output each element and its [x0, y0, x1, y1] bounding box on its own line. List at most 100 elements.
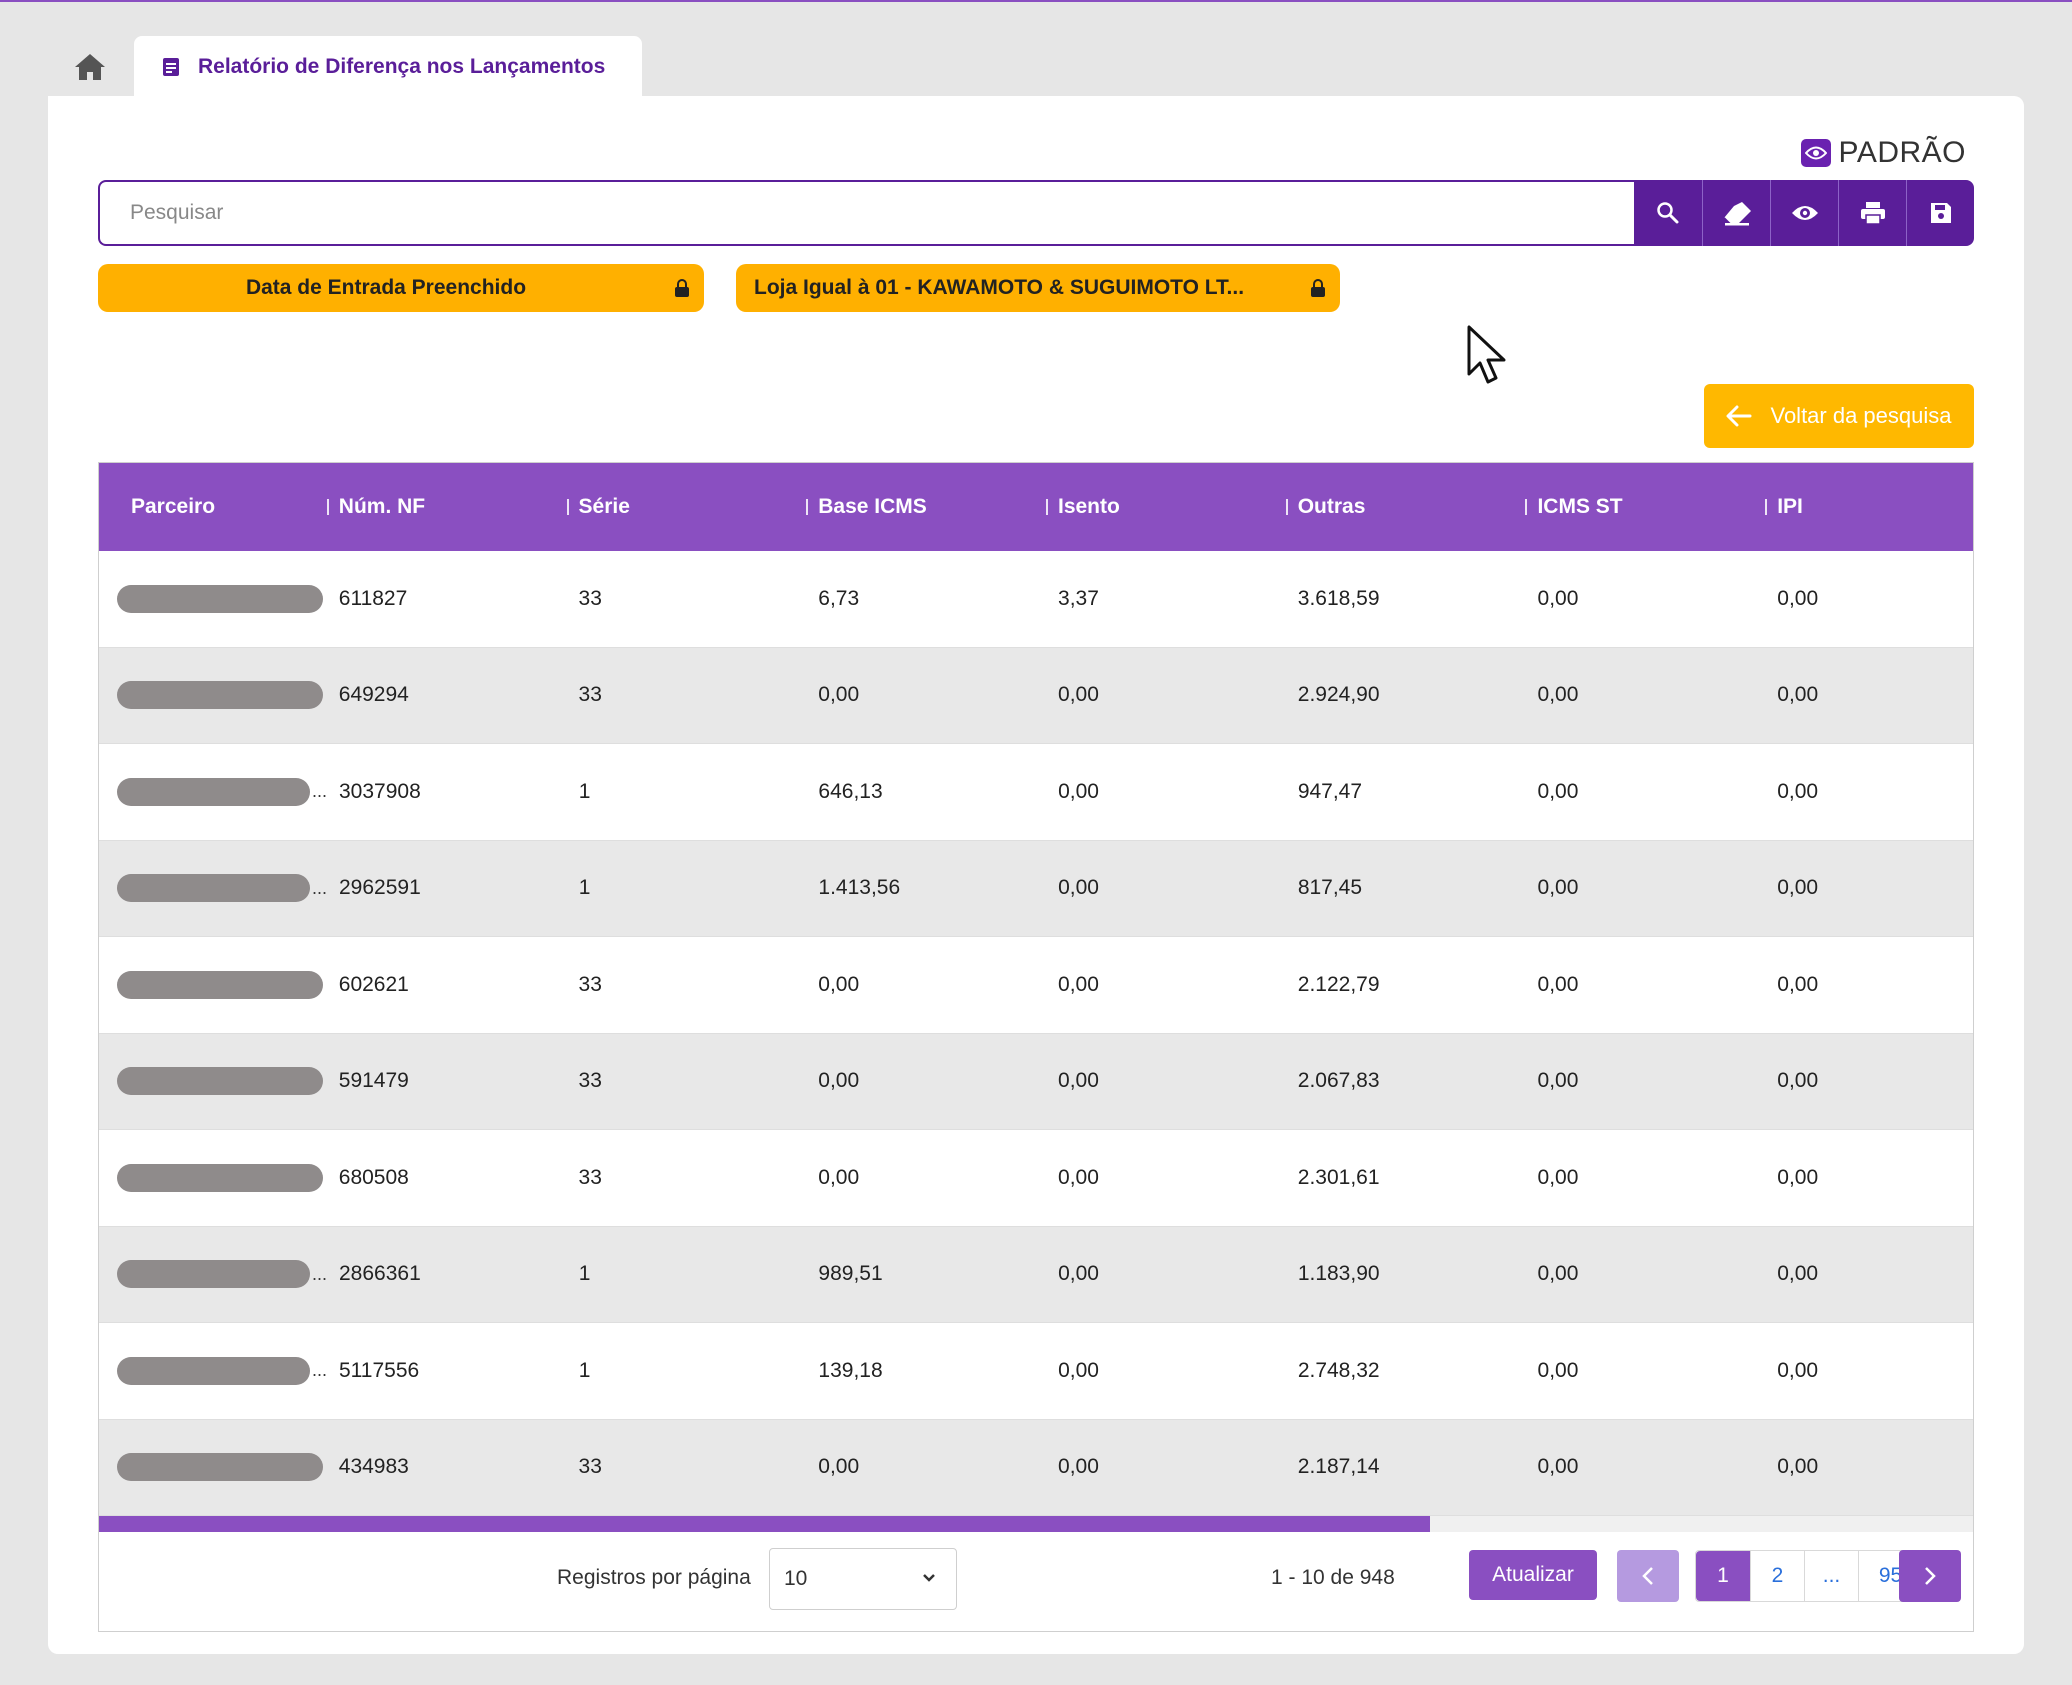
cell-base-icms: 0,00	[818, 972, 860, 996]
main-card: PADRÃO	[48, 96, 2024, 1654]
cell-outras: 817,45	[1297, 876, 1363, 900]
save-icon	[1930, 203, 1951, 223]
clear-button[interactable]	[1702, 180, 1770, 246]
cell-nf: 680508	[338, 1165, 409, 1189]
cell-serie: 1	[578, 779, 591, 803]
cell-outras: 2.122,79	[1297, 972, 1380, 996]
cell-ipi: 0,00	[1777, 1358, 1819, 1382]
redacted-partner-name	[117, 970, 323, 999]
redacted-partner-name	[117, 1260, 310, 1289]
redacted-partner-name	[117, 777, 310, 806]
partner-cell: ...	[99, 1356, 327, 1385]
cell-icms-st: 0,00	[1537, 1262, 1579, 1286]
cell-icms-st: 0,00	[1537, 683, 1579, 707]
cell-ipi: 0,00	[1777, 586, 1819, 610]
table-row[interactable]: ... 3037908 1 646,13 0,00 947,47 0,00 0,00	[99, 744, 1973, 841]
column-header[interactable]: Isento	[1045, 463, 1286, 551]
cell-nf: 5117556	[339, 1358, 420, 1382]
print-button[interactable]	[1838, 180, 1906, 246]
eye-icon	[1800, 139, 1831, 167]
view-button[interactable]	[1770, 180, 1838, 246]
column-header[interactable]: IPI	[1765, 463, 1973, 551]
table-row[interactable]: 434983 33 0,00 0,00 2.187,14 0,00 0,00	[99, 1419, 1973, 1516]
truncation-ellipsis: ...	[311, 877, 327, 898]
column-header[interactable]: Base ICMS	[806, 463, 1046, 551]
save-button[interactable]	[1906, 180, 1974, 246]
column-header-label: IPI	[1777, 495, 1803, 518]
filter-chip[interactable]: Data de Entrada Preenchido	[98, 264, 704, 312]
cell-serie: 1	[578, 1358, 591, 1382]
cell-serie: 33	[578, 972, 602, 996]
cell-base-icms: 1.413,56	[818, 876, 901, 900]
cell-nf: 2962591	[339, 876, 421, 900]
cell-serie: 1	[578, 1262, 591, 1286]
cell-ipi: 0,00	[1777, 1165, 1819, 1189]
cell-icms-st: 0,00	[1537, 876, 1579, 900]
cell-icms-st: 0,00	[1537, 1069, 1579, 1093]
back-to-search-button[interactable]: Voltar da pesquisa	[1704, 384, 1974, 448]
column-header[interactable]: Parceiro	[99, 463, 327, 551]
redacted-partner-name	[117, 584, 323, 613]
partner-cell: ...	[99, 777, 327, 806]
page-ellipsis[interactable]: ...	[1804, 1551, 1858, 1601]
column-header-label: Isento	[1057, 495, 1120, 518]
report-tab[interactable]: Relatório de Diferença nos Lançamentos	[134, 36, 642, 98]
table-row[interactable]: 602621 33 0,00 0,00 2.122,79 0,00 0,00	[99, 937, 1973, 1034]
print-icon	[1860, 202, 1885, 225]
view-preset[interactable]: PADRÃO	[1800, 136, 1966, 170]
page-button[interactable]: 1	[1696, 1551, 1750, 1601]
column-header-label: Série	[578, 495, 630, 518]
page-button[interactable]: 95	[1858, 1551, 1922, 1601]
scrollbar-thumb[interactable]	[99, 1516, 1430, 1532]
table-row[interactable]: 611827 33 6,73 3,37 3.618,59 0,00 0,00	[99, 551, 1973, 648]
cell-isento: 0,00	[1058, 683, 1099, 707]
filter-chip[interactable]: Loja Igual à 01 - KAWAMOTO & SUGUIMOTO L…	[736, 264, 1340, 312]
search-button[interactable]	[1634, 180, 1702, 246]
previous-page-button[interactable]	[1617, 1550, 1679, 1602]
column-header-label: Base ICMS	[818, 495, 927, 518]
cell-isento: 0,00	[1058, 972, 1099, 996]
filter-chip-label: Data de Entrada Preenchido	[245, 276, 527, 299]
lock-icon	[1311, 279, 1325, 297]
cell-base-icms: 646,13	[818, 779, 883, 803]
chevron-left-icon	[1642, 1567, 1653, 1585]
rows-per-page-label: Registros por página	[557, 1566, 751, 1589]
chevron-right-icon	[1925, 1567, 1936, 1585]
rows-per-page-select[interactable]: 10	[769, 1548, 957, 1610]
truncation-ellipsis: ...	[311, 781, 327, 802]
refresh-button[interactable]: Atualizar	[1469, 1550, 1597, 1600]
cell-outras: 2.187,14	[1297, 1455, 1380, 1479]
table-row[interactable]: 680508 33 0,00 0,00 2.301,61 0,00 0,00	[99, 1130, 1973, 1227]
table-row[interactable]: ... 2866361 1 989,51 0,00 1.183,90 0,00 0,00	[99, 1226, 1973, 1323]
results-table: Parceiro Núm. NF Série Base ICMS Isento …	[98, 462, 1974, 1632]
next-page-button[interactable]	[1899, 1550, 1961, 1602]
cell-serie: 33	[578, 1069, 602, 1093]
preset-label: PADRÃO	[1838, 136, 1966, 169]
horizontal-scrollbar[interactable]	[99, 1516, 1973, 1532]
column-header[interactable]: ICMS ST	[1525, 463, 1765, 551]
lock-icon	[675, 279, 689, 297]
rows-per-page-value: 10	[784, 1567, 808, 1590]
table-row[interactable]: ... 5117556 1 139,18 0,00 2.748,32 0,00 0,00	[99, 1323, 1973, 1420]
table-row[interactable]: 591479 33 0,00 0,00 2.067,83 0,00 0,00	[99, 1033, 1973, 1130]
cell-outras: 2.301,61	[1297, 1165, 1380, 1189]
partner-cell	[99, 1163, 327, 1192]
table-row[interactable]: 649294 33 0,00 0,00 2.924,90 0,00 0,00	[99, 647, 1973, 744]
table-row[interactable]: ... 2962591 1 1.413,56 0,00 817,45 0,00 0,00	[99, 840, 1973, 937]
table-header: Parceiro Núm. NF Série Base ICMS Isento …	[99, 463, 1973, 551]
cell-base-icms: 139,18	[818, 1358, 883, 1382]
column-header[interactable]: Núm. NF	[326, 463, 567, 551]
column-header[interactable]: Série	[566, 463, 807, 551]
mouse-cursor-icon	[1467, 325, 1506, 384]
column-header[interactable]: Outras	[1285, 463, 1526, 551]
cell-isento: 0,00	[1058, 1358, 1099, 1382]
home-icon	[75, 54, 105, 80]
page-button[interactable]: 2	[1750, 1551, 1804, 1601]
redacted-partner-name	[117, 874, 310, 903]
home-tab[interactable]	[70, 48, 110, 86]
cell-isento: 3,37	[1058, 586, 1099, 610]
cell-outras: 1.183,90	[1297, 1262, 1380, 1286]
search-input[interactable]	[98, 180, 1634, 246]
cell-ipi: 0,00	[1777, 972, 1819, 996]
cell-outras: 3.618,59	[1297, 586, 1380, 610]
